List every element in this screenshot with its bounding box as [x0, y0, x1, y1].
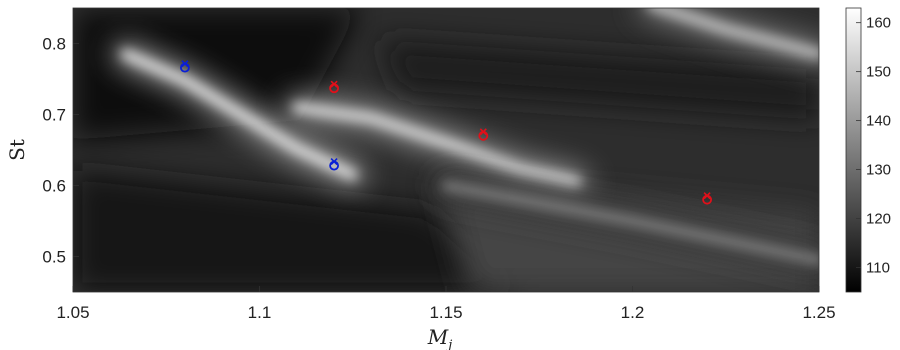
colorbar-tick-label-0: 110: [866, 260, 890, 277]
colorbar-tick-label-4: 150: [866, 64, 891, 81]
marker-cross-2: [330, 80, 338, 88]
y-tick-label-1: 0.6: [42, 177, 66, 196]
ridge-core-3: [648, 8, 819, 59]
colorbar: 110 120 130 140 150 160: [845, 7, 891, 293]
y-tick-label-0: 0.5: [42, 248, 66, 267]
y-axis: 0.5 0.6 0.7 0.8: [42, 35, 79, 267]
x-tick-label-3: 1.2: [621, 303, 645, 322]
marker-cross-3: [479, 128, 487, 136]
colorbar-gradient: [845, 7, 862, 293]
dark-region-bottom-left: [73, 170, 520, 292]
marker-cross-4: [703, 192, 711, 200]
marker-4: [702, 192, 712, 205]
colorbar-tick-label-1: 120: [866, 211, 891, 228]
marker-3: [478, 128, 489, 141]
marker-layer: [179, 60, 712, 205]
ridge-core-2: [441, 181, 819, 265]
x-axis: 1.05 1.1 1.15 1.2 1.25: [56, 286, 836, 322]
heatmap-field: [73, 8, 819, 292]
colorbar-tick-label-2: 130: [866, 162, 891, 179]
x-tick-label-1: 1.1: [248, 303, 272, 322]
plot-area: [72, 7, 820, 293]
colorbar-tick-label-5: 160: [866, 15, 891, 32]
marker-cross-1: [330, 158, 338, 166]
ridge-core-1: [292, 102, 582, 187]
ridge-core-0: [120, 49, 358, 180]
x-tick-label-4: 1.25: [802, 303, 835, 322]
marker-cross-0: [181, 60, 189, 68]
x-tick-label-0: 1.05: [56, 303, 89, 322]
x-axis-title-subscript: j: [445, 338, 452, 350]
marker-2: [329, 80, 340, 94]
x-axis-title: Mj: [427, 325, 453, 350]
marker-1: [329, 158, 340, 171]
colorbar-ticks: 110 120 130 140 150 160: [856, 15, 891, 277]
colorbar-tick-label-3: 140: [866, 113, 891, 130]
marker-0: [179, 60, 190, 73]
y-tick-label-3: 0.8: [42, 35, 66, 54]
y-axis-title: St: [5, 139, 29, 161]
x-axis-title-main: M: [427, 325, 449, 349]
x-tick-label-2: 1.15: [429, 303, 462, 322]
y-tick-label-2: 0.7: [42, 106, 66, 125]
dark-band-upper-right: [380, 40, 819, 120]
